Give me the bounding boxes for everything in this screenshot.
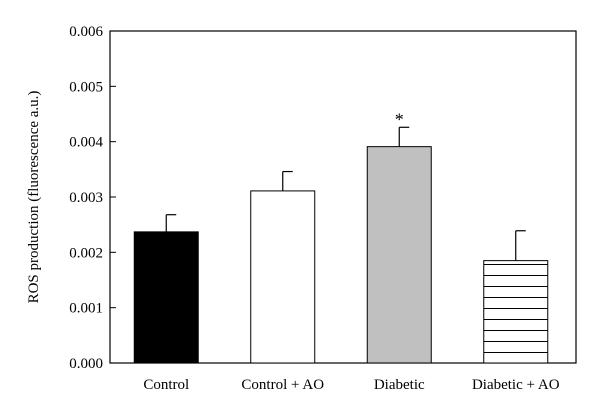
- y-tick-label: 0.001: [69, 301, 103, 317]
- y-tick-label: 0.003: [69, 190, 103, 206]
- x-tick-label: Control + AO: [241, 377, 324, 393]
- bar-diabetic-ao: [483, 260, 549, 364]
- bars-group: *: [133, 109, 549, 364]
- y-tick-label: 0.006: [69, 24, 103, 40]
- x-tick-label: Diabetic: [374, 377, 425, 393]
- y-tick-label: 0.004: [69, 135, 103, 151]
- y-tick-label: 0.000: [69, 356, 103, 372]
- x-tick-label: Control: [143, 377, 189, 393]
- bar-diabetic: [366, 146, 432, 364]
- y-axis-title: ROS production (fluorescence a.u.): [26, 91, 42, 304]
- significance-marker: *: [395, 109, 404, 129]
- y-axis: 0.000 0.001 0.002 0.003 0.004 0.005 0.006: [69, 24, 116, 372]
- y-tick-label: 0.002: [69, 245, 103, 261]
- x-axis-labels: Control Control + AO Diabetic Diabetic + AO: [143, 377, 559, 393]
- x-tick-label: Diabetic + AO: [472, 377, 560, 393]
- bar-control-ao: [250, 190, 316, 364]
- y-tick-label: 0.005: [69, 79, 103, 95]
- bar-control: [133, 231, 199, 364]
